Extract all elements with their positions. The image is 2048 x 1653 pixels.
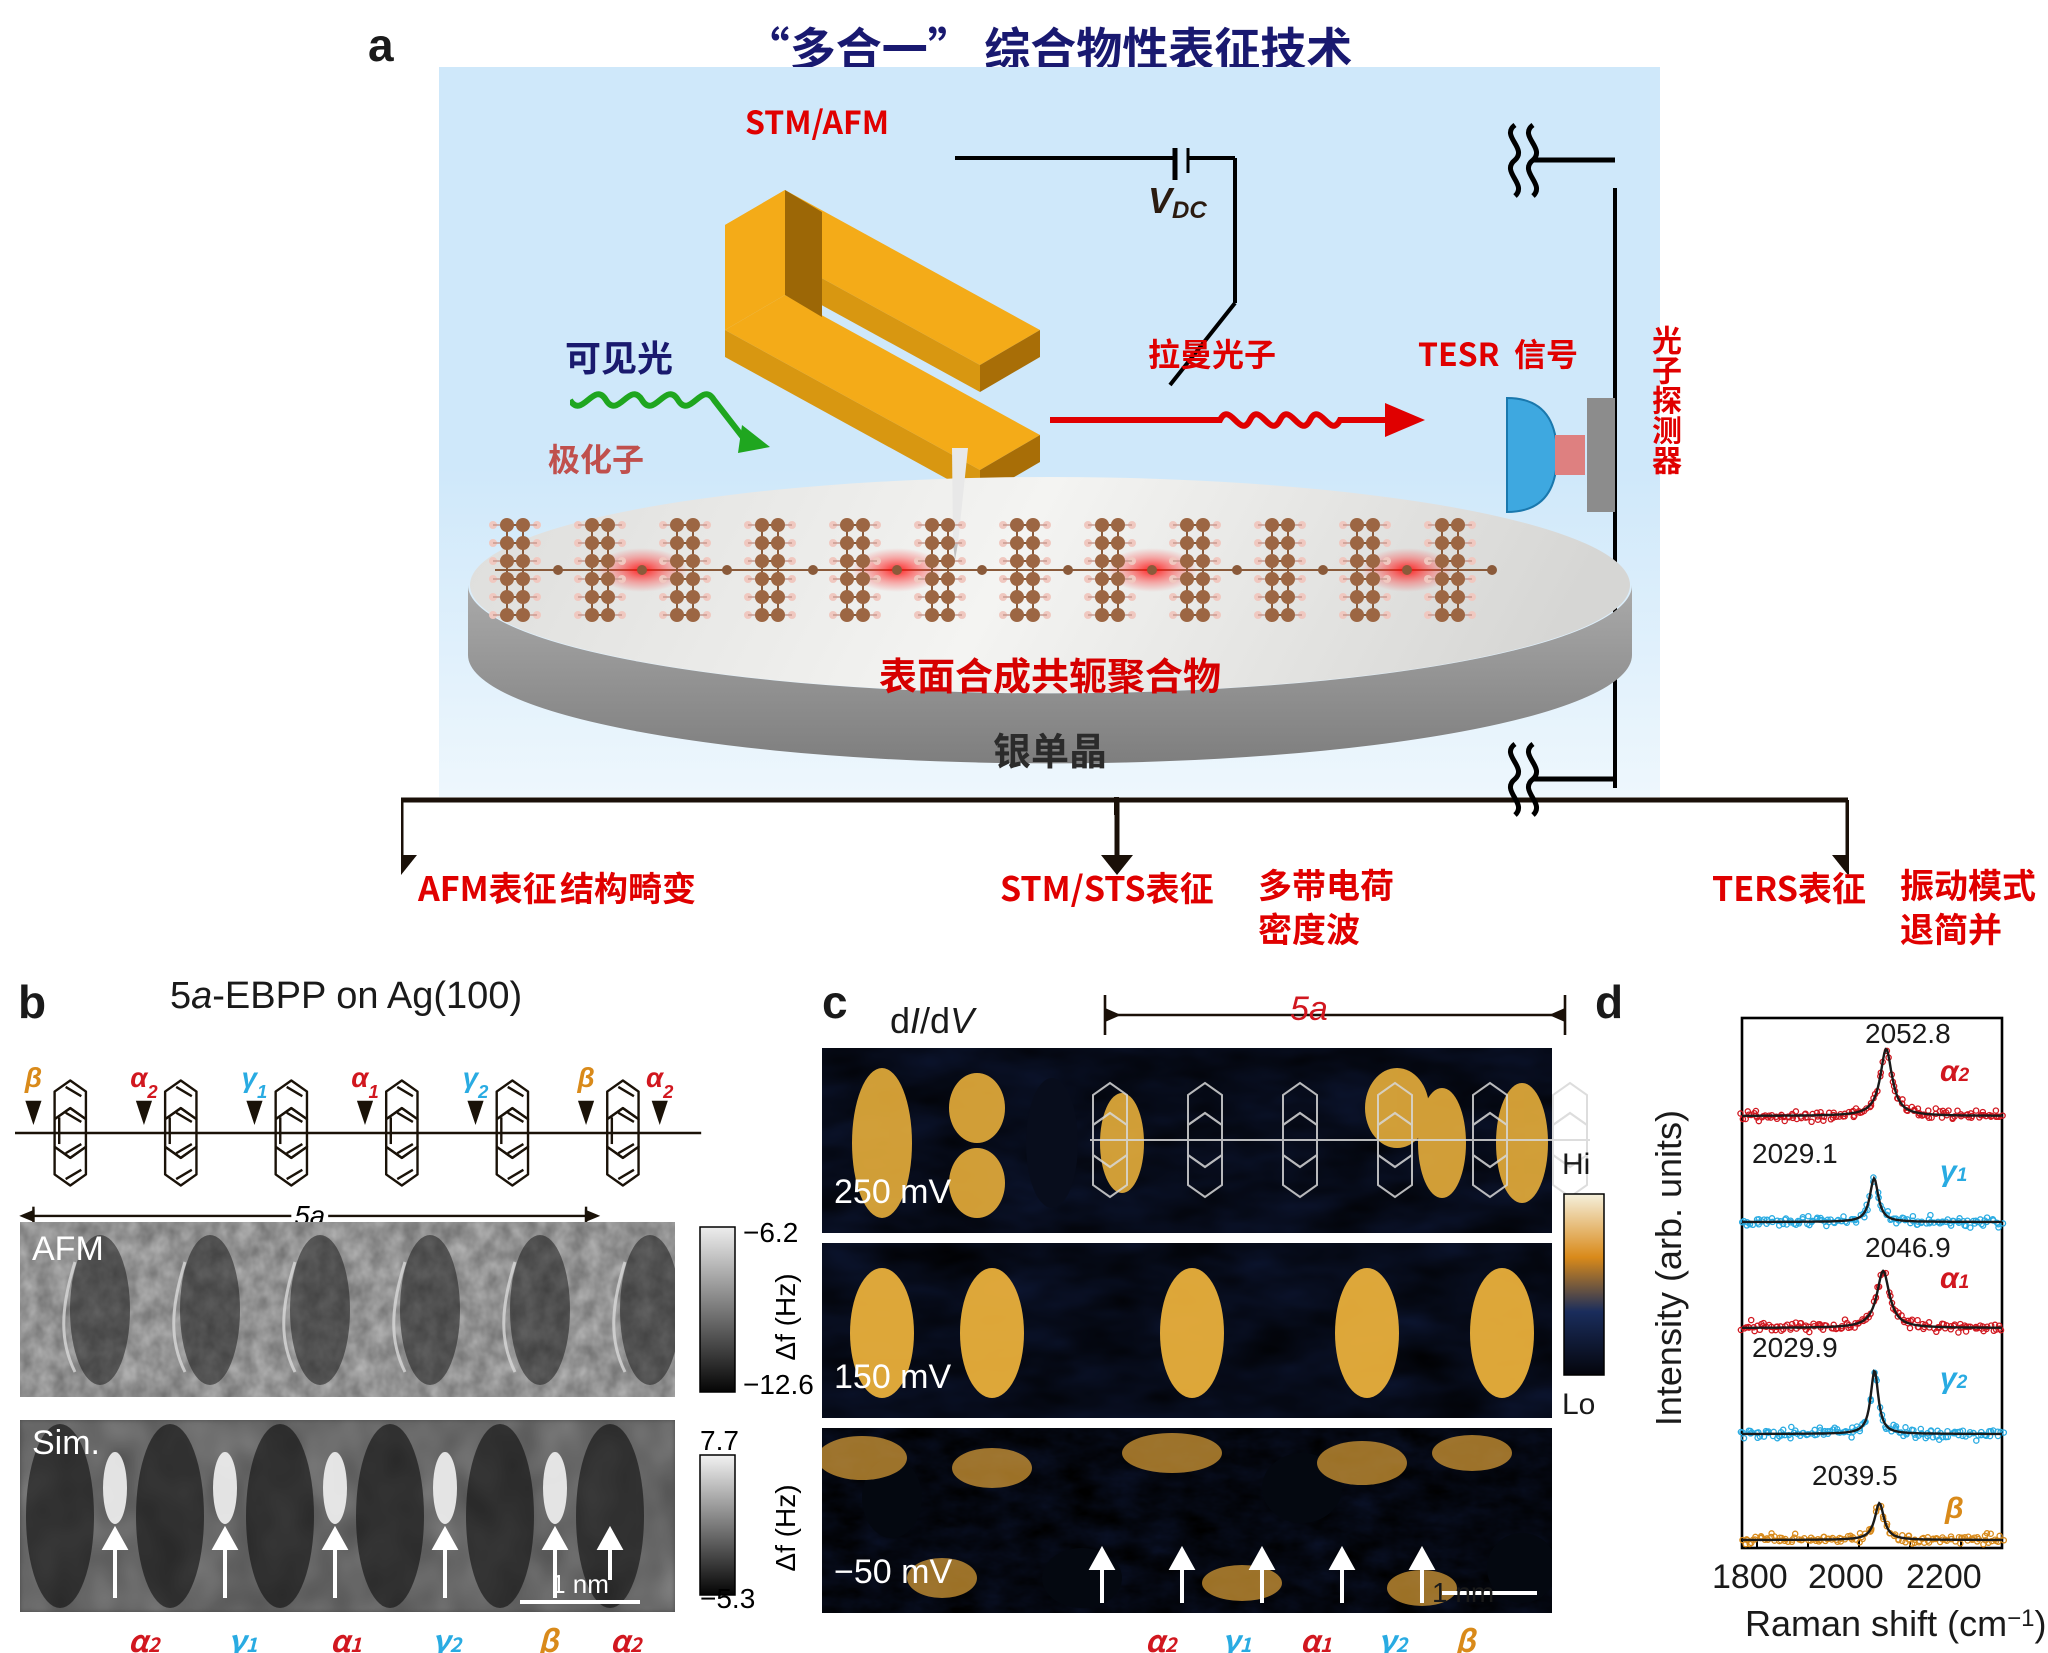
svg-text:−6.2: −6.2 bbox=[743, 1222, 798, 1248]
svg-text:γ1: γ1 bbox=[242, 1062, 268, 1102]
svg-text:β: β bbox=[576, 1062, 594, 1093]
svg-text:β: β bbox=[24, 1062, 42, 1093]
svg-text:Δf (Hz): Δf (Hz) bbox=[770, 1484, 801, 1571]
svg-text:−50 mV: −50 mV bbox=[834, 1553, 952, 1591]
svg-text:−5.3: −5.3 bbox=[700, 1583, 755, 1612]
svg-text:α2: α2 bbox=[646, 1062, 674, 1102]
svg-text:表面合成共轭聚合物: 表面合成共轭聚合物 bbox=[879, 646, 1221, 701]
svg-text:1 nm: 1 nm bbox=[551, 1569, 609, 1599]
svg-text:150 mV: 150 mV bbox=[834, 1358, 951, 1396]
svg-text:α2: α2 bbox=[130, 1062, 158, 1102]
svg-text:7.7: 7.7 bbox=[700, 1425, 739, 1456]
svg-text:α1: α1 bbox=[351, 1062, 378, 1102]
svg-text:250 mV: 250 mV bbox=[834, 1173, 951, 1211]
svg-text:AFM: AFM bbox=[32, 1230, 104, 1268]
svg-text:银单晶: 银单晶 bbox=[993, 721, 1107, 776]
svg-text:Δf (Hz): Δf (Hz) bbox=[770, 1273, 801, 1360]
svg-text:−12.6: −12.6 bbox=[743, 1369, 814, 1397]
svg-text:Sim.: Sim. bbox=[32, 1424, 100, 1462]
svg-text:γ2: γ2 bbox=[463, 1062, 489, 1102]
